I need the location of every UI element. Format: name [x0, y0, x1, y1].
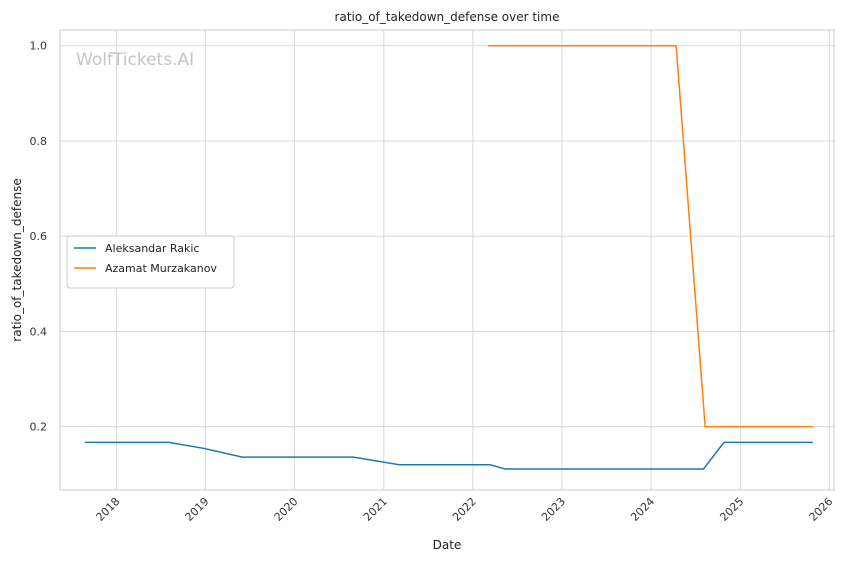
- legend-items: Aleksandar Rakic Azamat Murzakanov: [74, 242, 217, 275]
- plot-frame: [59, 29, 835, 491]
- x-tick-label: 2026: [806, 495, 835, 524]
- x-tick-label: 2022: [450, 495, 479, 524]
- legend-label: Azamat Murzakanov: [105, 262, 217, 275]
- y-tick-label: 0.8: [30, 135, 48, 148]
- y-tick-label: 1.0: [30, 40, 48, 53]
- x-tick-label: 2018: [93, 495, 122, 524]
- watermark: WolfTickets.AI: [76, 50, 194, 70]
- series-line-azamat-murzakanov: [488, 44, 813, 428]
- y-axis-ticks: 0.2 0.4 0.6 0.8 1.0: [30, 40, 48, 434]
- y-tick-label: 0.2: [30, 421, 48, 434]
- chart-title: ratio_of_takedown_defense over time: [335, 10, 560, 24]
- x-axis-ticks: 2018 2019 2020 2021 2022 2023 2024 2025 2026: [93, 495, 835, 524]
- x-tick-label: 2020: [272, 495, 301, 524]
- x-tick-label: 2019: [183, 495, 212, 524]
- x-tick-label: 2023: [539, 495, 568, 524]
- series-layer: [84, 44, 813, 470]
- y-axis-title: ratio_of_takedown_defense: [10, 178, 24, 341]
- x-tick-label: 2024: [628, 495, 657, 524]
- x-tick-label: 2025: [717, 495, 746, 524]
- legend: Aleksandar Rakic Azamat Murzakanov: [66, 235, 235, 289]
- y-tick-label: 0.4: [30, 325, 48, 338]
- legend-label: Aleksandar Rakic: [105, 242, 200, 255]
- x-axis-title: Date: [433, 538, 462, 552]
- series-line-aleksandar-rakic: [84, 441, 813, 470]
- x-tick-label: 2021: [361, 495, 390, 524]
- legend-box: [66, 235, 235, 289]
- y-tick-label: 0.6: [30, 230, 48, 243]
